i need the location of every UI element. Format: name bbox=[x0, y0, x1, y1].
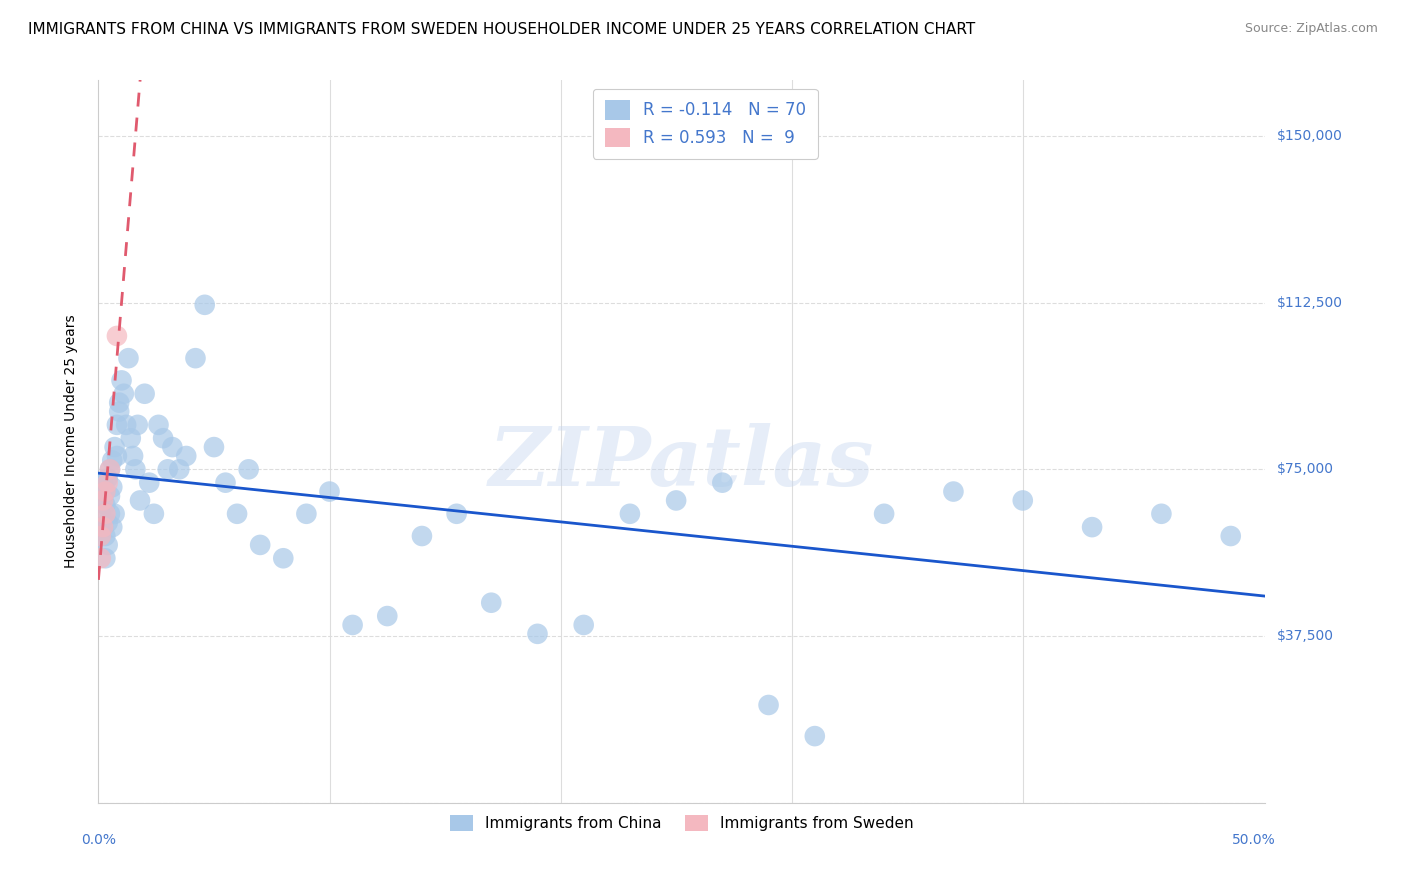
Point bbox=[295, 507, 318, 521]
Point bbox=[142, 507, 165, 521]
Point bbox=[94, 484, 117, 499]
Point bbox=[112, 386, 135, 401]
Point bbox=[120, 431, 142, 445]
Point bbox=[97, 538, 120, 552]
Point bbox=[127, 417, 149, 432]
Point bbox=[479, 596, 502, 610]
Point bbox=[94, 484, 117, 499]
Point bbox=[873, 507, 896, 521]
Point bbox=[98, 507, 121, 521]
Point bbox=[156, 462, 179, 476]
Point bbox=[90, 551, 112, 566]
Point bbox=[202, 440, 225, 454]
Point bbox=[91, 493, 114, 508]
Point bbox=[98, 462, 121, 476]
Point bbox=[110, 373, 132, 387]
Point bbox=[91, 520, 114, 534]
Text: $75,000: $75,000 bbox=[1277, 462, 1333, 476]
Text: $37,500: $37,500 bbox=[1277, 629, 1333, 643]
Point bbox=[619, 507, 641, 521]
Y-axis label: Householder Income Under 25 years: Householder Income Under 25 years bbox=[63, 315, 77, 568]
Point bbox=[94, 507, 117, 521]
Point bbox=[91, 493, 114, 508]
Point bbox=[105, 417, 128, 432]
Point bbox=[94, 498, 117, 512]
Text: 0.0%: 0.0% bbox=[82, 833, 115, 847]
Point bbox=[152, 431, 174, 445]
Point bbox=[129, 493, 152, 508]
Point bbox=[101, 520, 124, 534]
Point bbox=[148, 417, 170, 432]
Point bbox=[526, 627, 548, 641]
Text: 50.0%: 50.0% bbox=[1232, 833, 1275, 847]
Point bbox=[98, 489, 121, 503]
Point bbox=[1150, 507, 1173, 521]
Point bbox=[318, 484, 340, 499]
Point bbox=[124, 462, 146, 476]
Point bbox=[194, 298, 217, 312]
Legend: Immigrants from China, Immigrants from Sweden: Immigrants from China, Immigrants from S… bbox=[443, 807, 921, 838]
Point bbox=[375, 609, 398, 624]
Point bbox=[117, 351, 139, 366]
Point bbox=[98, 462, 121, 476]
Point bbox=[184, 351, 207, 366]
Text: $112,500: $112,500 bbox=[1277, 295, 1343, 310]
Point bbox=[115, 417, 138, 432]
Point bbox=[249, 538, 271, 552]
Point bbox=[411, 529, 433, 543]
Point bbox=[138, 475, 160, 490]
Text: IMMIGRANTS FROM CHINA VS IMMIGRANTS FROM SWEDEN HOUSEHOLDER INCOME UNDER 25 YEAR: IMMIGRANTS FROM CHINA VS IMMIGRANTS FROM… bbox=[28, 22, 976, 37]
Point bbox=[101, 480, 124, 494]
Point bbox=[238, 462, 260, 476]
Text: ZIPatlas: ZIPatlas bbox=[489, 423, 875, 503]
Point bbox=[122, 449, 145, 463]
Point bbox=[169, 462, 191, 476]
Point bbox=[104, 440, 127, 454]
Text: $150,000: $150,000 bbox=[1277, 128, 1343, 143]
Point bbox=[94, 529, 117, 543]
Point bbox=[804, 729, 827, 743]
Point bbox=[446, 507, 468, 521]
Point bbox=[942, 484, 965, 499]
Point bbox=[90, 529, 112, 543]
Point bbox=[572, 618, 595, 632]
Point bbox=[97, 475, 120, 490]
Point bbox=[94, 551, 117, 566]
Point bbox=[90, 529, 112, 543]
Point bbox=[104, 507, 127, 521]
Point bbox=[758, 698, 780, 712]
Point bbox=[97, 471, 120, 485]
Point bbox=[174, 449, 197, 463]
Point bbox=[271, 551, 294, 566]
Point bbox=[108, 404, 131, 418]
Point bbox=[1219, 529, 1241, 543]
Point bbox=[97, 516, 120, 530]
Point bbox=[108, 395, 131, 409]
Point bbox=[90, 507, 112, 521]
Text: Source: ZipAtlas.com: Source: ZipAtlas.com bbox=[1244, 22, 1378, 36]
Point bbox=[226, 507, 249, 521]
Point bbox=[105, 449, 128, 463]
Point bbox=[91, 475, 114, 490]
Point bbox=[1011, 493, 1033, 508]
Point bbox=[101, 453, 124, 467]
Point bbox=[162, 440, 184, 454]
Point bbox=[665, 493, 688, 508]
Point bbox=[91, 520, 114, 534]
Point bbox=[1081, 520, 1104, 534]
Point bbox=[134, 386, 156, 401]
Point bbox=[105, 329, 128, 343]
Point bbox=[342, 618, 364, 632]
Point bbox=[214, 475, 236, 490]
Point bbox=[711, 475, 734, 490]
